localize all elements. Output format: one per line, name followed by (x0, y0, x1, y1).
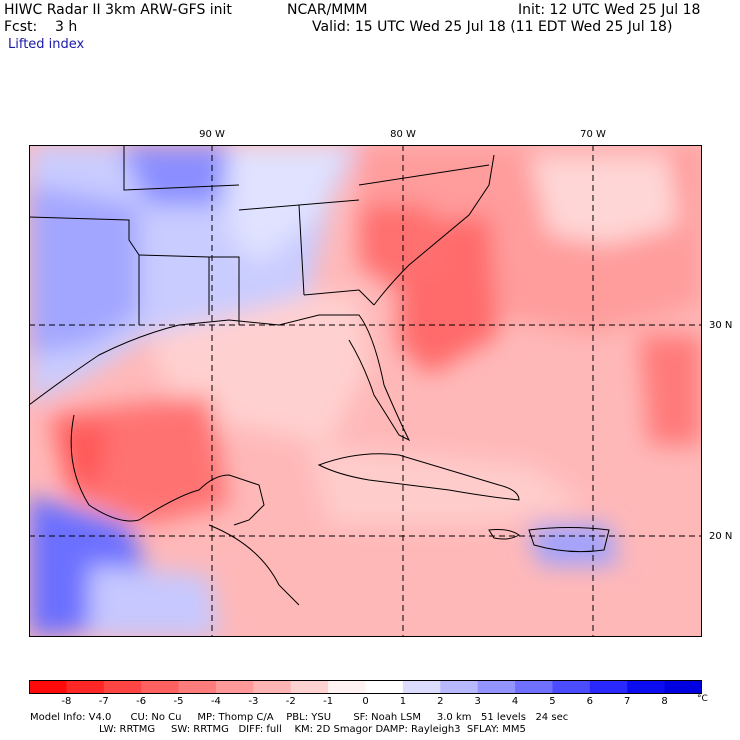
colorbar-cell (66, 680, 105, 694)
state-border-tn (298, 199, 360, 206)
graticule (29, 145, 702, 637)
model-info-line1: Model Info: V4.0 CU: No Cu MP: Thomp C/A… (30, 712, 569, 723)
colorbar-cell (253, 680, 292, 694)
colorbar-cell (290, 680, 329, 694)
colorbar-cell (178, 680, 217, 694)
colorbar-tick-label: -1 (323, 696, 334, 707)
colorbar-cell (664, 680, 702, 694)
colorbar (29, 680, 702, 694)
lon-label-90w: 90 W (199, 129, 225, 140)
lat-label-30n: 30 N (709, 320, 733, 331)
init-time: Init: 12 UTC Wed 25 Jul 18 (518, 2, 701, 18)
lifted-index-map (29, 145, 702, 637)
state-border-va (358, 164, 490, 186)
colorbar-cell (328, 680, 366, 694)
org-label: NCAR/MMM (287, 2, 368, 18)
atlantic-coast (373, 154, 495, 306)
state-border-ms (209, 256, 240, 325)
jamaica-outline (488, 529, 520, 540)
cuba-outline (317, 453, 520, 501)
colorbar-cell (440, 680, 479, 694)
colorbar-cell (402, 680, 441, 694)
colorbar-cell (515, 680, 553, 694)
lon-label-80w: 80 W (390, 129, 416, 140)
colorbar-tick-label: 6 (586, 696, 594, 707)
state-border-fl-ga (303, 289, 375, 306)
colorbar-cell (103, 680, 142, 694)
colorbar-tick-label: 5 (549, 696, 556, 707)
colorbar-cell (627, 680, 666, 694)
colorbar-tick-label: -2 (285, 696, 296, 707)
colorbar-tick-label: -8 (61, 696, 72, 707)
colorbar-tick-label: -4 (210, 696, 221, 707)
map-frame (29, 145, 702, 637)
colorbar-unit: °C (697, 694, 708, 704)
colorbar-cell (29, 680, 67, 694)
central-america-coast (208, 524, 300, 606)
colorbar-tick-label: -5 (173, 696, 184, 707)
field-name: Lifted index (8, 37, 85, 52)
colorbar-tick-label: 2 (437, 696, 444, 707)
colorbar-cell (141, 680, 180, 694)
valid-time: Valid: 15 UTC Wed 25 Jul 18 (11 EDT Wed … (312, 19, 673, 35)
lifted-index-shading (29, 145, 702, 637)
model-info-line2: LW: RRTMG SW: RRTMG DIFF: full KM: 2D Sm… (99, 724, 526, 735)
state-border-ks-mo (123, 145, 240, 191)
state-border-tx-ok (29, 216, 140, 325)
colorbar-cell (215, 680, 254, 694)
forecast-hour: Fcst: 3 h (4, 19, 78, 35)
colorbar-cell (552, 680, 591, 694)
model-title: HIWC Radar II 3km ARW-GFS init (4, 2, 232, 18)
hispaniola-outline (528, 527, 610, 553)
colorbar-tick-label: 7 (624, 696, 631, 707)
colorbar-tick-label: 4 (511, 696, 519, 707)
colorbar-tick-label: -6 (136, 696, 147, 707)
colorbar-tick-label: -3 (248, 696, 259, 707)
lat-label-20n: 20 N (709, 531, 733, 542)
colorbar-cell (589, 680, 628, 694)
colorbar-cell (365, 680, 404, 694)
gulf-coast (29, 314, 411, 442)
lon-label-70w: 70 W (580, 129, 606, 140)
coastlines (29, 145, 610, 606)
mexico-coast (70, 414, 265, 526)
colorbar-tick-label: 8 (661, 696, 668, 707)
colorbar-cell (477, 680, 516, 694)
colorbar-tick-label: 0 (362, 696, 369, 707)
colorbar-tick-label: -7 (98, 696, 109, 707)
colorbar-tick-label: 3 (474, 696, 481, 707)
colorbar-tick-label: 1 (399, 696, 407, 707)
